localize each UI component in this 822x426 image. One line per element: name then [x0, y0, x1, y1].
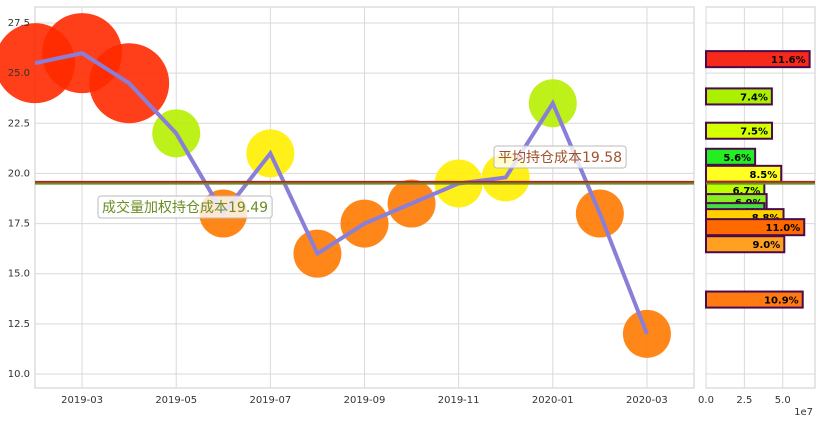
- bar: [705, 87, 773, 106]
- bar-label: 10.9%: [764, 296, 799, 307]
- bar-label: 9.0%: [753, 240, 781, 251]
- bar: [705, 121, 774, 140]
- bar-label: 11.6%: [771, 55, 806, 66]
- y-tick-label: 12.5: [8, 319, 30, 330]
- x-tick-label: 0.0: [698, 395, 714, 406]
- y-tick-label: 20.0: [8, 168, 30, 179]
- x-tick-label: 2020-01: [532, 395, 574, 406]
- bar-label: 11.0%: [766, 223, 801, 234]
- bar-label: 6.7%: [733, 186, 761, 197]
- annotation: 成交量加权持仓成本19.49: [102, 199, 268, 216]
- bar: [705, 147, 757, 166]
- bar: [705, 290, 804, 309]
- y-tick-label: 27.5: [8, 18, 30, 29]
- annotation-box: [493, 145, 627, 169]
- x-tick-label: 2020-03: [626, 395, 668, 406]
- x-tick-label: 2019-09: [344, 395, 386, 406]
- x-tick-label: 2019-05: [155, 395, 197, 406]
- y-tick-label: 22.5: [8, 118, 30, 129]
- bar-label: 8.5%: [749, 170, 777, 181]
- y-tick-label: 17.5: [8, 219, 30, 230]
- bar-label: 7.4%: [740, 92, 768, 103]
- x-tick-label: 2.5: [736, 395, 752, 406]
- y-tick-label: 15.0: [8, 269, 30, 280]
- offset-label: 1e7: [794, 407, 813, 418]
- bar: [705, 218, 806, 237]
- x-tick-label: 5.0: [775, 395, 791, 406]
- x-tick-label: 2019-07: [249, 395, 291, 406]
- annotation: 平均持仓成本19.58: [498, 150, 622, 166]
- y-tick-label: 10.0: [8, 369, 30, 380]
- price-line: [34, 50, 649, 335]
- bar-label: 5.6%: [723, 153, 751, 164]
- bar-label: 7.5%: [740, 127, 768, 138]
- bar: [705, 235, 786, 254]
- main-layer: 10.0 12.5 15.0 17.5 20.0 22.5 25.0 27.5 2019-03 2…: [8, 18, 815, 418]
- x-tick-label: 2019-03: [61, 395, 103, 406]
- annotation-box: [97, 195, 273, 219]
- x-tick-label: 2019-11: [438, 395, 480, 406]
- bar: [705, 50, 811, 69]
- y-tick-label: 25.0: [8, 68, 30, 79]
